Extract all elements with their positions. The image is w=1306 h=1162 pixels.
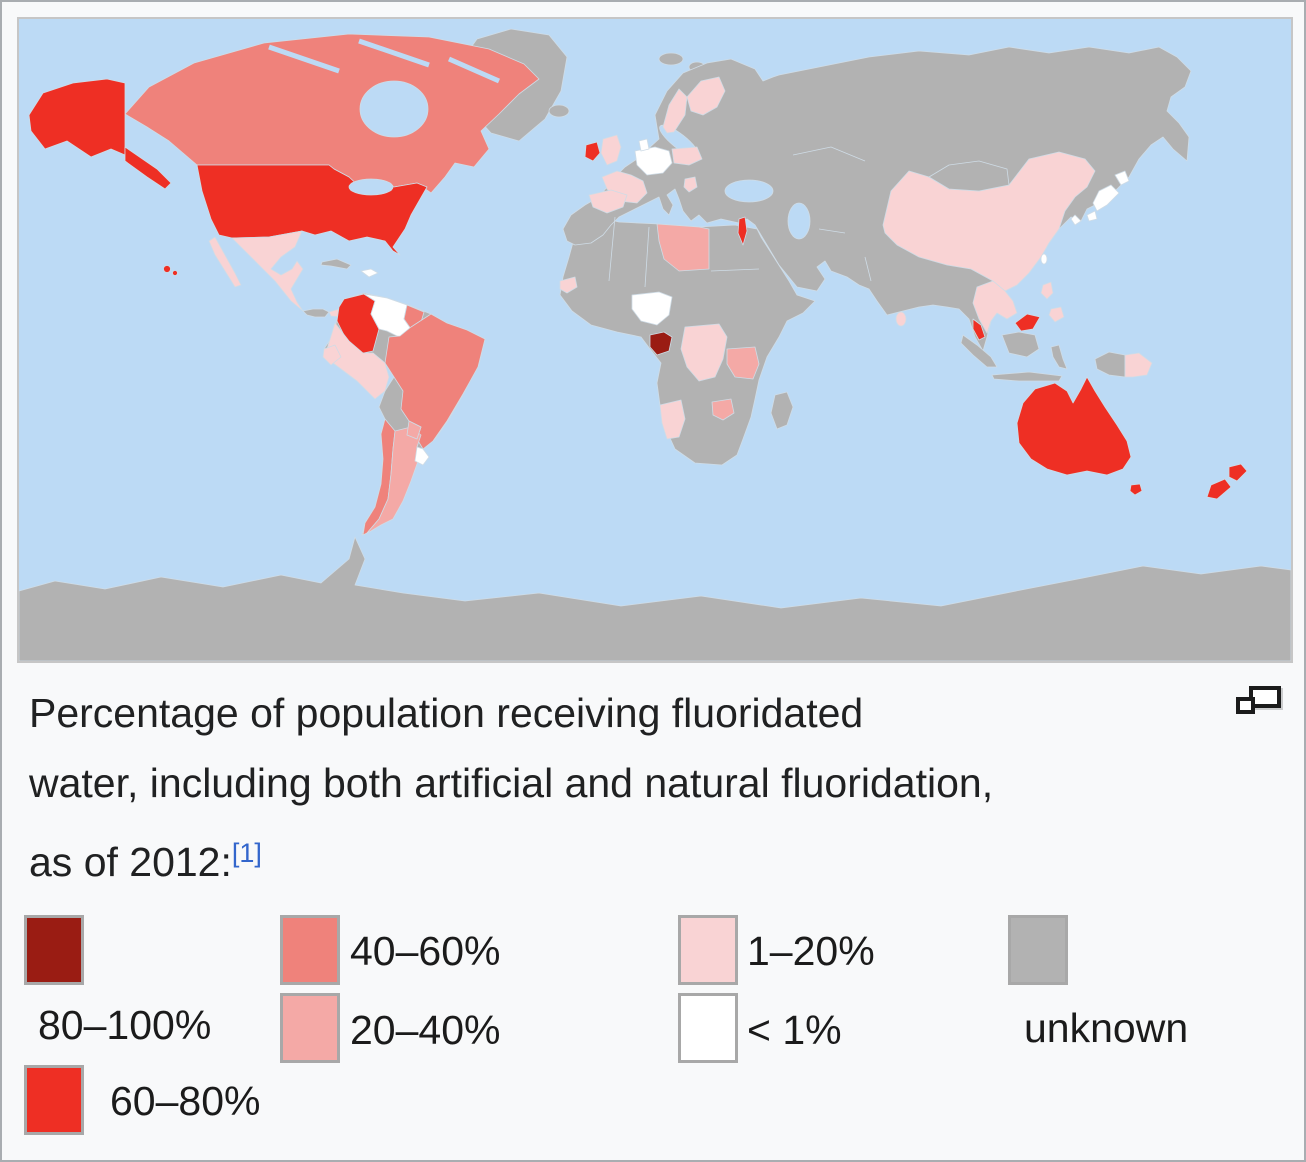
magnify-icon[interactable] bbox=[1236, 686, 1282, 720]
country-germany-austria bbox=[634, 146, 673, 176]
legend-label-1-20: 1–20% bbox=[747, 928, 875, 974]
legend-swatch-lt1 bbox=[678, 993, 738, 1063]
legend-label-40-60: 40–60% bbox=[350, 928, 501, 974]
great-lakes bbox=[348, 178, 394, 196]
country-hawaii-2 bbox=[172, 270, 178, 276]
country-uk bbox=[600, 134, 622, 166]
country-namibia bbox=[659, 399, 686, 440]
region-antarctica bbox=[19, 536, 1291, 661]
country-japan-kyushu bbox=[1086, 210, 1098, 222]
country-japan-honshu bbox=[1092, 184, 1120, 212]
country-cuba bbox=[320, 258, 352, 270]
country-poland bbox=[671, 146, 703, 166]
country-finland bbox=[686, 76, 726, 116]
black-sea bbox=[724, 179, 774, 203]
country-borders bbox=[608, 146, 872, 288]
legend-swatch-80-100 bbox=[24, 915, 84, 985]
country-argentina bbox=[366, 426, 424, 534]
country-sweden bbox=[662, 88, 688, 134]
country-hawaii bbox=[163, 265, 171, 273]
country-gabon bbox=[649, 331, 673, 356]
legend-label-60-80: 60–80% bbox=[110, 1078, 261, 1124]
country-senegal bbox=[559, 276, 578, 294]
island-sulawesi bbox=[1050, 344, 1068, 370]
country-uruguay bbox=[414, 446, 430, 466]
hudson-bay bbox=[359, 80, 429, 138]
legend-label-lt1: < 1% bbox=[747, 1007, 842, 1053]
arctic-channels bbox=[268, 38, 501, 84]
caption-line-2: water, including both artificial and nat… bbox=[29, 760, 994, 806]
map-figure[interactable] bbox=[17, 17, 1293, 663]
country-zimbabwe bbox=[711, 398, 735, 421]
region-central-america bbox=[302, 308, 330, 318]
country-serbia bbox=[683, 176, 698, 193]
country-south-korea bbox=[1070, 214, 1082, 226]
caspian-sea bbox=[787, 202, 811, 240]
country-alaska-panhandle bbox=[124, 146, 172, 190]
legend-label-80-100: 80–100% bbox=[38, 1002, 212, 1048]
country-ecuador bbox=[322, 344, 342, 366]
island-sumatra bbox=[960, 334, 998, 368]
country-mexico-baja bbox=[208, 236, 242, 288]
country-taiwan bbox=[1040, 253, 1048, 265]
island-borneo bbox=[1001, 331, 1040, 358]
country-sri-lanka bbox=[895, 311, 907, 327]
footnote-ref-link[interactable]: [1] bbox=[231, 838, 262, 868]
caption-line-3-text: as of 2012: bbox=[29, 839, 232, 885]
country-japan-hokkaido bbox=[1114, 170, 1130, 186]
country-spain bbox=[588, 189, 628, 214]
legend-label-unknown: unknown bbox=[1024, 1005, 1189, 1051]
caption-line-3: as of 2012:[1] bbox=[29, 818, 1209, 897]
country-nigeria bbox=[631, 291, 673, 326]
country-malaysia-borneo bbox=[1014, 313, 1041, 332]
region-svalbard bbox=[658, 52, 684, 66]
country-alaska bbox=[28, 78, 126, 158]
legend-swatch-unknown bbox=[1008, 915, 1068, 985]
magnify-icon-small-rect bbox=[1236, 697, 1255, 714]
region-iceland bbox=[548, 104, 570, 118]
country-hispaniola bbox=[360, 268, 379, 278]
country-madagascar bbox=[770, 391, 794, 430]
legend-swatch-20-40 bbox=[280, 993, 340, 1063]
country-tanzania bbox=[726, 346, 760, 380]
country-new-zealand-south bbox=[1206, 478, 1232, 500]
country-brazil bbox=[384, 313, 486, 450]
country-malaysia-peninsula bbox=[972, 318, 986, 341]
world-map bbox=[19, 19, 1291, 661]
country-new-zealand-north bbox=[1228, 463, 1248, 482]
legend-swatch-1-20 bbox=[678, 915, 738, 985]
country-tasmania bbox=[1129, 483, 1143, 496]
country-paraguay bbox=[406, 420, 422, 440]
legend-label-20-40: 20–40% bbox=[350, 1007, 501, 1053]
region-indochina bbox=[972, 280, 1018, 334]
country-australia bbox=[1016, 376, 1132, 476]
country-israel bbox=[737, 216, 748, 246]
country-papua-new-guinea bbox=[1124, 352, 1153, 378]
legend-swatch-60-80 bbox=[24, 1065, 84, 1135]
caption-line-1: Percentage of population receiving fluor… bbox=[29, 690, 864, 736]
country-dr-congo bbox=[680, 323, 728, 382]
island-java bbox=[991, 371, 1063, 382]
country-mexico bbox=[231, 230, 304, 312]
country-ireland bbox=[584, 141, 601, 162]
country-denmark bbox=[638, 138, 650, 152]
legend-swatch-40-60 bbox=[280, 915, 340, 985]
country-mongolia bbox=[928, 160, 1010, 192]
figure-caption: Percentage of population receiving fluor… bbox=[29, 678, 1209, 897]
country-philippines-mindanao bbox=[1048, 306, 1065, 323]
country-philippines-luzon bbox=[1040, 281, 1054, 300]
country-libya bbox=[656, 223, 710, 272]
